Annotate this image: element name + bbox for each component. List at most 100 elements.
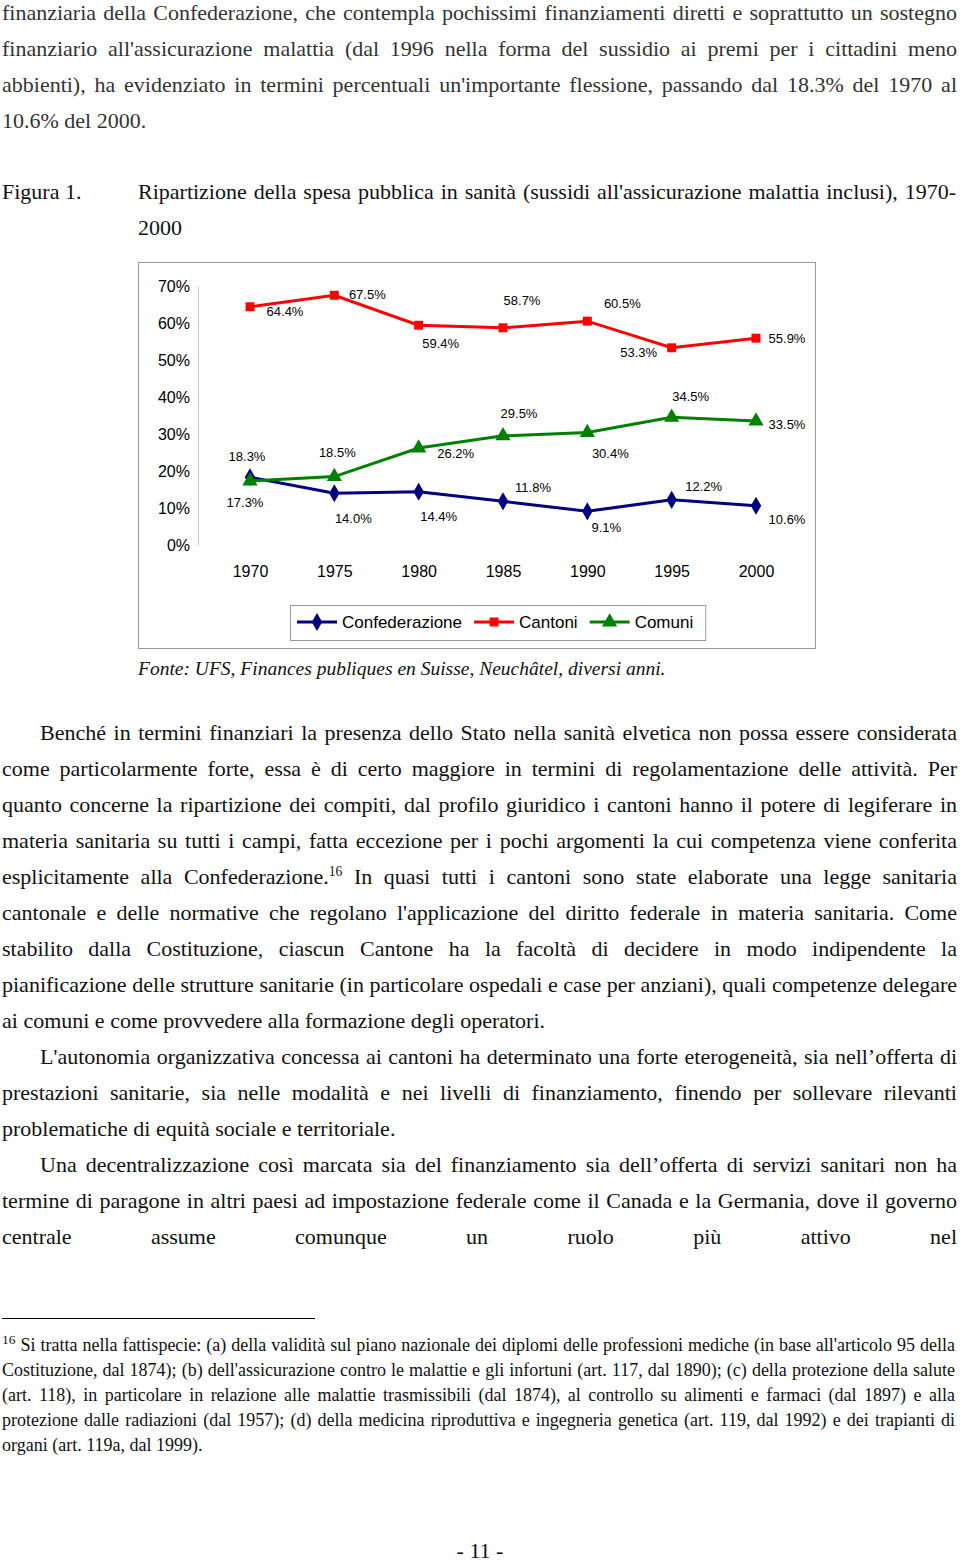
data-label: 30.4% bbox=[592, 446, 629, 461]
legend: Confederazione Cantoni Comuni bbox=[291, 606, 706, 641]
x-tick-label: 1970 bbox=[233, 563, 269, 580]
data-label: 29.5% bbox=[501, 406, 538, 421]
data-label: 60.5% bbox=[604, 296, 641, 311]
series-marker bbox=[667, 343, 676, 352]
x-tick: 1980 bbox=[401, 560, 437, 580]
x-tick-label: 1995 bbox=[654, 563, 690, 580]
series-marker bbox=[242, 472, 257, 485]
page: finanziaria della Confederazione, che co… bbox=[0, 0, 960, 1561]
legend-item: Confederazione bbox=[297, 613, 462, 632]
x-tick-label: 2000 bbox=[739, 563, 775, 580]
series-marker bbox=[583, 317, 592, 326]
legend-label: Confederazione bbox=[342, 613, 462, 632]
text-run: L'autonomia organizzativa concessa ai ca… bbox=[2, 1044, 957, 1141]
x-tick: 1975 bbox=[317, 560, 353, 580]
data-label: 18.5% bbox=[319, 445, 356, 460]
data-label: 59.4% bbox=[422, 336, 459, 351]
x-tick-label: 1985 bbox=[486, 563, 522, 580]
data-labels: 18.3%14.0%14.4%11.8%9.1%12.2%10.6%64.4%6… bbox=[227, 287, 806, 535]
data-label: 67.5% bbox=[349, 287, 386, 302]
chart-frame bbox=[139, 263, 816, 649]
series-marker bbox=[411, 439, 426, 452]
series-marker bbox=[582, 502, 592, 520]
series-marker bbox=[666, 491, 676, 509]
series-marker bbox=[413, 483, 423, 501]
y-axis-line bbox=[198, 287, 199, 546]
series-marker bbox=[246, 302, 255, 311]
series-marker bbox=[414, 321, 423, 330]
y-tick-label: 70% bbox=[158, 278, 190, 295]
data-label: 10.6% bbox=[769, 512, 806, 527]
legend-item: Cantoni bbox=[474, 613, 578, 632]
spacer bbox=[16, 1335, 21, 1355]
y-tick: 70% bbox=[158, 278, 198, 295]
x-tick-label: 1980 bbox=[401, 563, 437, 580]
series-marker bbox=[580, 424, 595, 437]
x-axis: 1970 1975 1980 1985 1990 1995 2000 bbox=[233, 560, 775, 580]
footnote: 16 Si tratta nella fattispecie: (a) dell… bbox=[2, 1333, 955, 1458]
series-marker bbox=[499, 323, 508, 332]
series-line bbox=[250, 477, 756, 511]
x-tick-label: 1975 bbox=[317, 563, 353, 580]
source: Fonte: UFS, Finances publiques en Suisse… bbox=[138, 656, 665, 682]
y-tick: 20% bbox=[158, 463, 198, 480]
page-number: - 11 - bbox=[0, 1535, 960, 1561]
legend-marker bbox=[602, 613, 617, 626]
series-marker bbox=[751, 497, 761, 515]
legend-marker bbox=[490, 618, 499, 627]
y-tick-label: 50% bbox=[158, 352, 190, 369]
data-label: 34.5% bbox=[672, 389, 709, 404]
data-label: 58.7% bbox=[504, 293, 541, 308]
y-tick-label: 10% bbox=[158, 500, 190, 517]
y-tick-label: 0% bbox=[167, 537, 190, 554]
y-tick-label: 60% bbox=[158, 315, 190, 332]
y-tick: 10% bbox=[158, 500, 198, 517]
paragraph: finanziaria della Confederazione, che co… bbox=[2, 0, 957, 139]
footnote-text: Si tratta nella fattispecie: (a) della v… bbox=[2, 1335, 955, 1455]
y-axis: 0% 10% 20% 30% 40% 50% 60% 70% bbox=[158, 278, 199, 554]
footnote-marker: 16 bbox=[2, 1332, 16, 1347]
chart: 0%10%20%30%40%50%60%70%19701975198019851… bbox=[0, 0, 960, 700]
series-line bbox=[250, 417, 756, 481]
legend-marker bbox=[312, 613, 322, 631]
text-run: Benché in termini finanziari la presenza… bbox=[2, 720, 957, 889]
paragraph: L'autonomia organizzativa concessa ai ca… bbox=[2, 1039, 957, 1147]
data-label: 17.3% bbox=[227, 495, 264, 510]
y-tick: 50% bbox=[158, 352, 198, 369]
x-tick: 1985 bbox=[486, 560, 522, 580]
legend-box bbox=[291, 606, 706, 641]
paragraph: Una decentralizzazione così marcata sia … bbox=[2, 1147, 957, 1255]
data-label: 33.5% bbox=[769, 417, 806, 432]
series-marker bbox=[664, 409, 679, 422]
text-run: In quasi tutti i cantoni sono state elab… bbox=[2, 864, 957, 1033]
y-tick: 40% bbox=[158, 389, 198, 406]
paragraph: Benché in termini finanziari la presenza… bbox=[2, 715, 957, 1039]
series bbox=[246, 291, 761, 352]
data-label: 26.2% bbox=[437, 446, 474, 461]
series-marker bbox=[748, 412, 763, 425]
x-tick: 2000 bbox=[739, 560, 775, 580]
legend-item: Comuni bbox=[590, 613, 694, 632]
x-tick-label: 1990 bbox=[570, 563, 606, 580]
data-label: 64.4% bbox=[267, 304, 304, 319]
data-label: 14.4% bbox=[420, 509, 457, 524]
y-tick: 60% bbox=[158, 315, 198, 332]
y-tick-label: 40% bbox=[158, 389, 190, 406]
data-label: 55.9% bbox=[769, 331, 806, 346]
data-label: 9.1% bbox=[592, 520, 622, 535]
series-marker bbox=[752, 334, 761, 343]
footnote-rule bbox=[2, 1318, 315, 1319]
body-text: Benché in termini finanziari la presenza… bbox=[2, 715, 957, 1255]
x-tick: 1970 bbox=[233, 560, 269, 580]
data-label: 11.8% bbox=[515, 480, 551, 495]
x-tick: 1990 bbox=[570, 560, 606, 580]
text-run: Una decentralizzazione così marcata sia … bbox=[2, 1152, 957, 1249]
legend-label: Cantoni bbox=[519, 613, 578, 632]
y-tick-label: 20% bbox=[158, 463, 190, 480]
footnote-ref: 16 bbox=[329, 864, 343, 879]
y-tick: 30% bbox=[158, 426, 198, 443]
data-label: 12.2% bbox=[685, 479, 722, 494]
legend-label: Comuni bbox=[635, 613, 694, 632]
series-marker bbox=[495, 427, 510, 440]
y-tick-label: 30% bbox=[158, 426, 190, 443]
